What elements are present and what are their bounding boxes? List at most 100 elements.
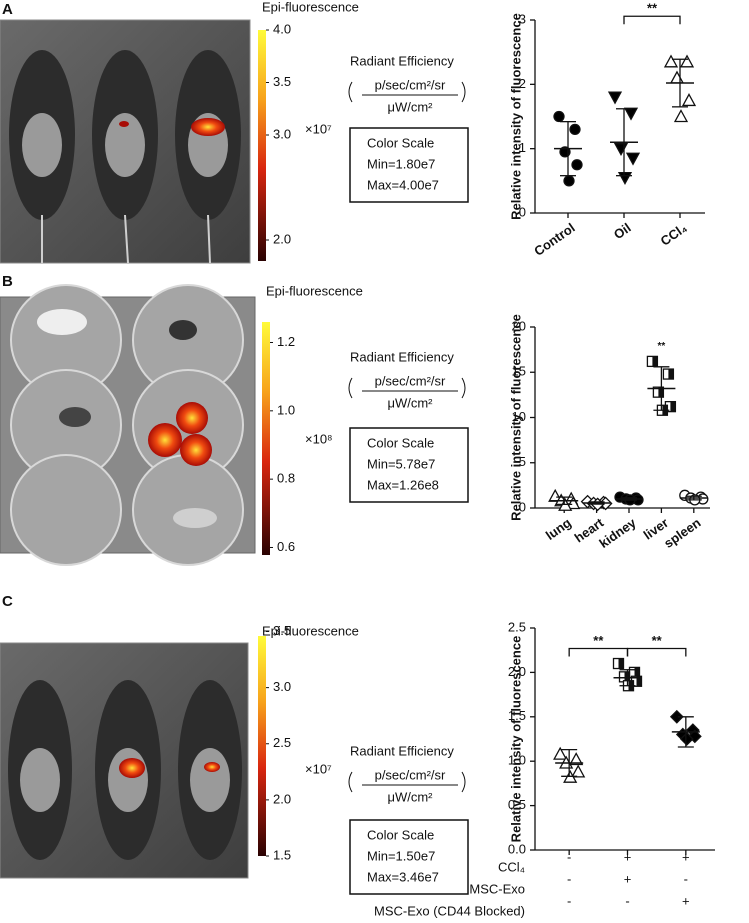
y-tick-label: 1.0 [508,753,526,768]
y-tick-label: 0.0 [508,841,526,856]
unit-numerator: p/sec/cm²/sr [375,373,446,388]
legend-box-line: Max=1.26e8 [367,477,439,492]
condition-label: MSC-Exo [469,881,525,896]
data-point [553,110,565,123]
colorbar-tick-label: 3.5 [273,74,291,89]
colorbar-tick-label: 3.5 [273,623,291,638]
error-bar [556,496,573,506]
legend-box [349,427,469,503]
data-point [663,54,679,68]
significance-bracket [568,647,629,657]
data-point [669,70,685,84]
legend-box-line: Min=1.80e7 [367,156,435,171]
significance-label: ** [593,633,604,648]
paren-open [348,771,353,793]
data-point [679,54,695,68]
y-tick-label: 20 [512,318,526,333]
data-point [569,752,584,766]
colorbar-tick-label: 2.0 [273,231,291,246]
data-point [681,93,697,107]
data-point [612,657,625,670]
square-half [618,658,624,669]
significance-label: ** [652,633,663,648]
condition-value: + [682,849,690,864]
colorbar-tick-label: 3.0 [273,126,291,141]
condition-value: + [624,871,632,886]
colorbar-tick-label: 1.5 [273,847,291,862]
data-point [669,709,684,724]
panel-label: B [2,273,13,290]
x-tick-label: spleen [661,515,703,551]
y-tick-label: 2 [519,76,526,91]
legend-title: Radiant Efficiency [350,53,454,68]
paren-close [461,81,466,103]
colorbar-multiplier: ×10⁷ [305,121,332,136]
colorbar-tick-label: 3.0 [273,679,291,694]
legend-box [349,819,469,895]
paren-close [461,377,466,399]
colorbar [262,322,270,555]
panel-label: C [2,593,13,610]
colorbar-tick-label: 0.6 [277,539,295,554]
y-axis-label: Relative intensity of fluorescence [508,13,523,220]
significance-label: ** [647,1,658,16]
colorbar-title: Epi-fluorescence [266,283,363,298]
paren-open [348,377,353,399]
error-bar [588,501,605,505]
square-half [652,356,658,367]
colorbar-tick-label: 1.2 [277,334,295,349]
unit-denominator: μW/cm² [387,789,433,804]
condition-value: - [567,871,571,886]
error-bar [672,58,688,108]
x-tick-label: Control [531,220,577,259]
x-tick-label: Oil [611,220,634,242]
colorbar-tick-label: 4.0 [273,21,291,36]
data-point [646,355,659,368]
x-tick-label: CCl₄ [658,220,690,249]
condition-value: - [684,871,688,886]
y-tick-label: 5 [519,454,526,469]
y-tick-label: 0 [519,499,526,514]
colorbar [258,636,266,856]
error-bar [653,366,670,411]
data-point [613,143,629,157]
colorbar-tick-label: 0.8 [277,471,295,486]
y-tick-label: 0 [519,204,526,219]
unit-denominator: μW/cm² [387,395,433,410]
square-half [636,676,642,687]
condition-value: - [625,893,629,908]
condition-value: + [682,893,690,908]
data-point [687,729,702,744]
legend-box-line: Max=3.46e7 [367,869,439,884]
legend-title: Radiant Efficiency [350,349,454,364]
legend-box-line: Color Scale [367,435,434,450]
y-tick-label: 10 [512,409,526,424]
legend-title: Radiant Efficiency [350,743,454,758]
legend-box-line: Max=4.00e7 [367,177,439,192]
data-point [566,496,581,510]
paren-open [348,81,353,103]
data-point [607,91,623,105]
x-tick-label: kidney [596,515,639,551]
error-bar [560,120,576,177]
y-tick-label: 3 [519,11,526,26]
condition-value: - [567,849,571,864]
legend-box-line: Min=1.50e7 [367,848,435,863]
photo-a [0,19,251,264]
data-point [571,159,583,171]
data-point [679,732,694,746]
data-point [553,746,568,760]
colorbar-tick-label: 2.0 [273,791,291,806]
data-point [662,368,675,380]
condition-value: - [567,893,571,908]
y-axis-label: Relative intensity of fluorescence [508,314,523,521]
y-tick-label: 2.0 [508,664,526,679]
error-bar [685,495,702,501]
data-point [673,109,689,123]
x-tick-label: lung [543,515,574,543]
legend-box-line: Color Scale [367,827,434,842]
photo-c [0,642,249,879]
y-tick-label: 1.5 [508,708,526,723]
